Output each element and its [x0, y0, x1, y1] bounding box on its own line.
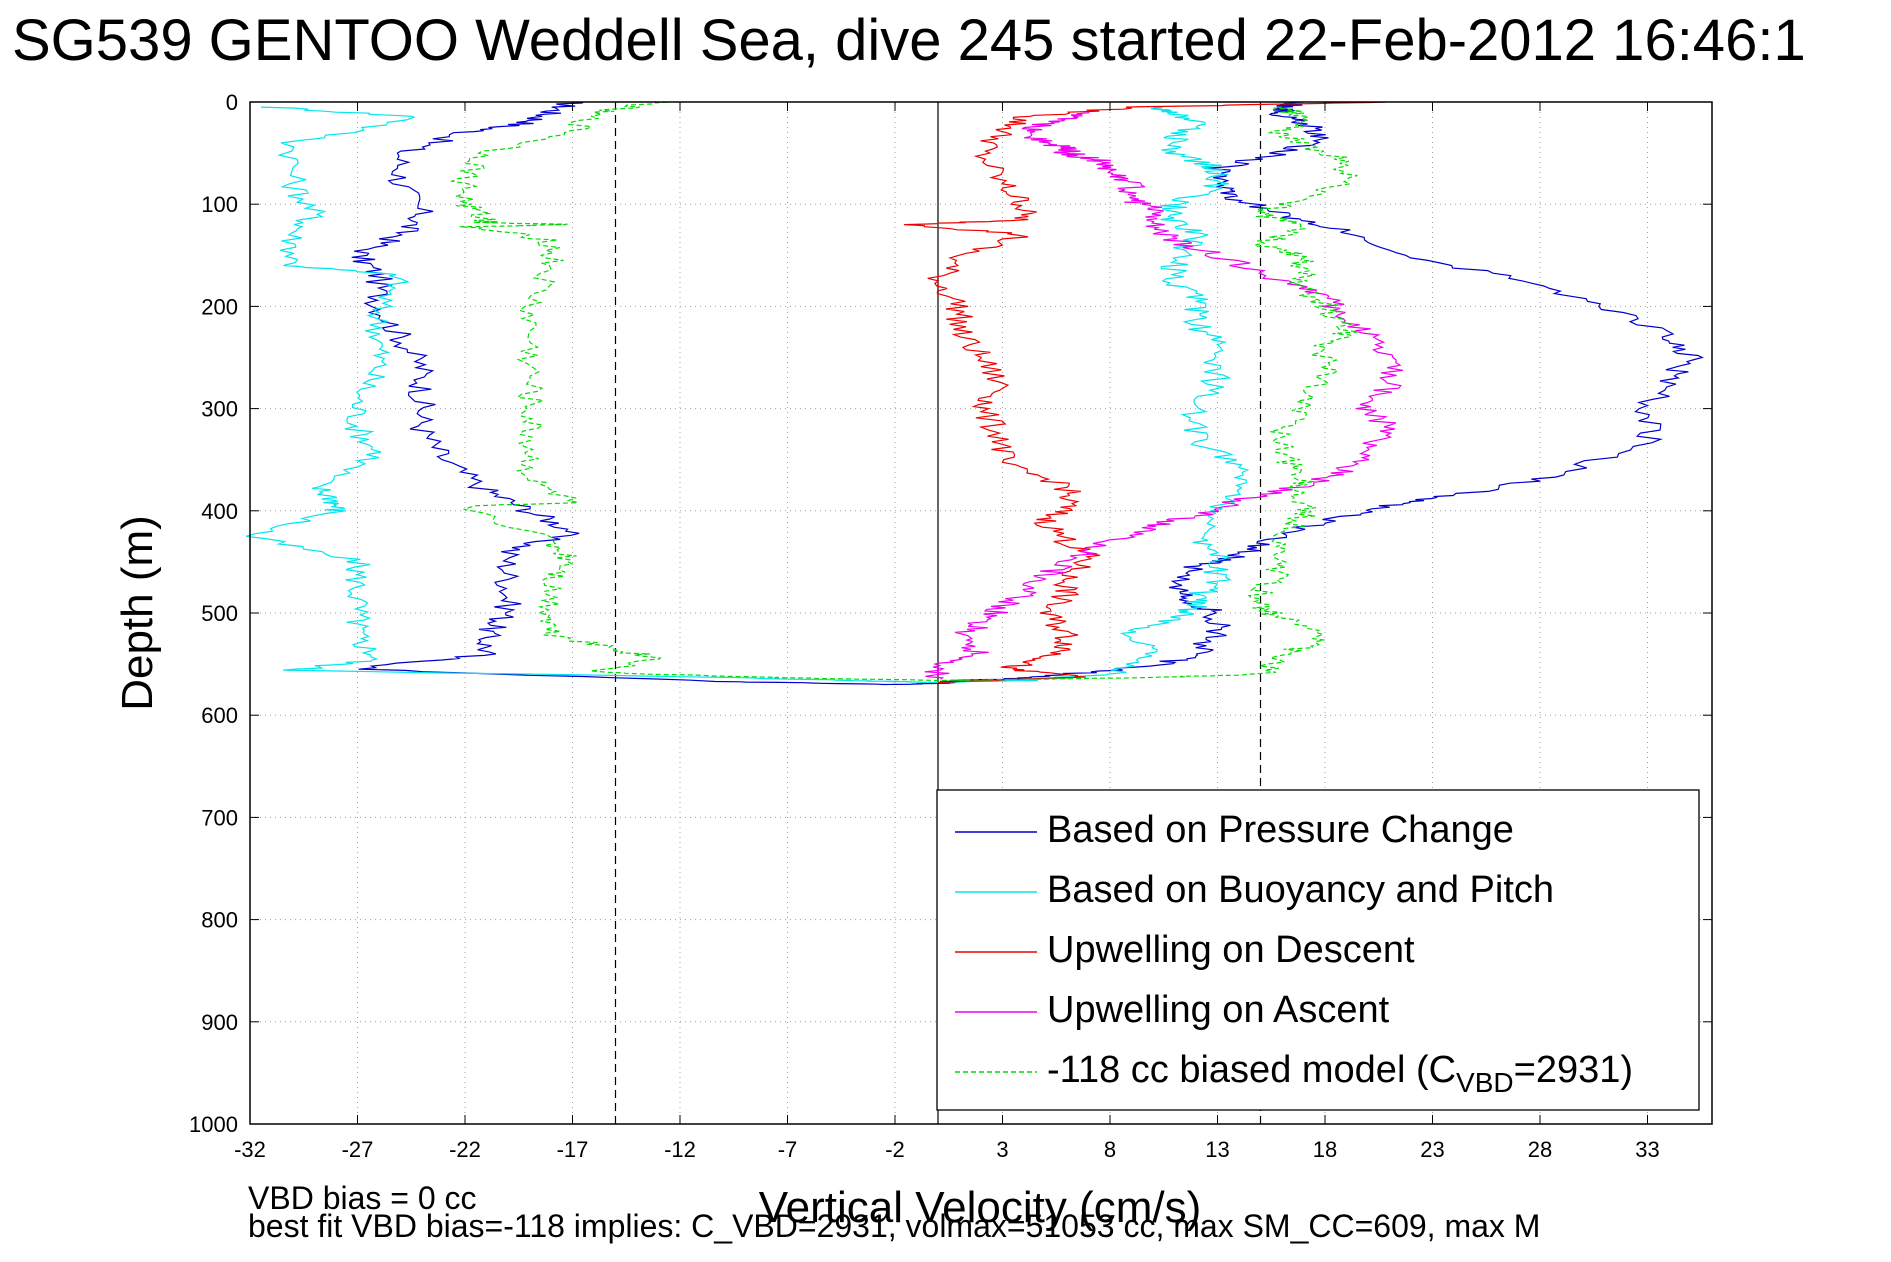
y-tick-label: 500	[201, 601, 238, 626]
y-tick-label: 1000	[189, 1112, 238, 1137]
series-line	[449, 101, 1359, 682]
x-tick-label: 8	[1104, 1137, 1116, 1162]
x-tick-label: 18	[1313, 1137, 1337, 1162]
x-tick-label: -7	[778, 1137, 798, 1162]
series-lines	[245, 101, 1704, 686]
x-axis-ticks: -32 -27 -22 -17 -12 -7 -2 3 8 13 18 23 28 33	[234, 102, 1660, 1162]
legend-label: -118 cc biased model (CVBD=2931)	[1047, 1049, 1633, 1098]
best-fit-note: best fit VBD bias=-118 implies: C_VBD=29…	[248, 1208, 1541, 1244]
series-line	[245, 106, 1250, 684]
series-line	[904, 101, 1386, 684]
x-tick-label: -17	[557, 1137, 589, 1162]
y-axis-ticks: 0 100 200 300 400 500 600 700 800 900 1000	[189, 90, 1712, 1137]
legend-label: Based on Pressure Change	[1047, 809, 1514, 851]
series-line	[924, 111, 1404, 680]
x-tick-label: -22	[449, 1137, 481, 1162]
series-line	[351, 101, 1704, 686]
y-tick-label: 300	[201, 397, 238, 422]
y-tick-label: 200	[201, 294, 238, 319]
chart-title: SG539 GENTOO Weddell Sea, dive 245 start…	[12, 8, 1806, 73]
x-tick-label: 33	[1635, 1137, 1659, 1162]
legend: Based on Pressure Change Based on Buoyanc…	[936, 789, 1700, 1111]
y-axis-label: Depth (m)	[113, 515, 162, 711]
y-tick-label: 400	[201, 499, 238, 524]
legend-label: Upwelling on Descent	[1047, 929, 1415, 971]
x-tick-label: 3	[996, 1137, 1008, 1162]
y-tick-label: 700	[201, 805, 238, 830]
x-axis-label: Vertical Velocity (cm/s)	[759, 1183, 1202, 1232]
y-tick-label: 900	[201, 1010, 238, 1035]
x-tick-label: -12	[664, 1137, 696, 1162]
legend-box	[936, 789, 1700, 1111]
y-tick-label: 100	[201, 192, 238, 217]
x-tick-label: -2	[885, 1137, 905, 1162]
legend-label: Based on Buoyancy and Pitch	[1047, 869, 1554, 911]
vbd-bias-note: VBD bias = 0 cc	[248, 1180, 477, 1216]
x-tick-label: 13	[1205, 1137, 1229, 1162]
x-tick-label: 28	[1528, 1137, 1552, 1162]
y-tick-label: 0	[226, 90, 238, 115]
x-tick-label: -27	[342, 1137, 374, 1162]
x-tick-label: -32	[234, 1137, 266, 1162]
y-tick-label: 600	[201, 703, 238, 728]
y-tick-label: 800	[201, 908, 238, 933]
legend-label: Upwelling on Ascent	[1047, 989, 1390, 1031]
x-tick-label: 23	[1420, 1137, 1444, 1162]
